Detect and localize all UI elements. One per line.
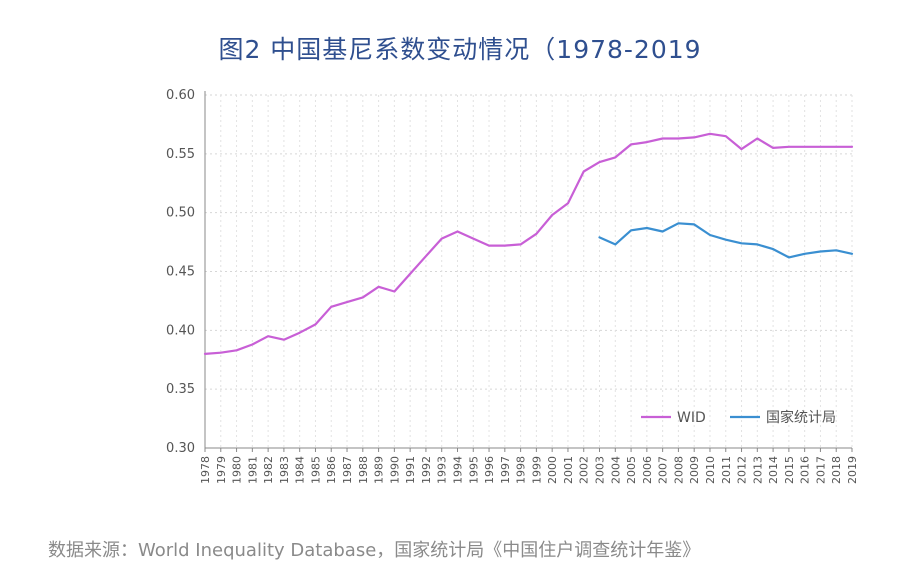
x-tick-label: 1993 bbox=[436, 456, 449, 484]
x-tick-label: 1986 bbox=[325, 456, 338, 484]
x-tick-label: 2003 bbox=[594, 456, 607, 484]
x-tick-label: 1979 bbox=[215, 456, 228, 484]
x-tick-label: 1992 bbox=[420, 456, 433, 484]
x-tick-label: 2005 bbox=[625, 456, 638, 484]
x-tick-label: 2015 bbox=[783, 456, 796, 484]
x-tick-label: 1987 bbox=[341, 456, 354, 484]
x-tick-label: 2011 bbox=[720, 456, 733, 484]
x-tick-label: 2008 bbox=[672, 456, 685, 484]
x-tick-label: 2001 bbox=[562, 456, 575, 484]
y-tick-label: 0.55 bbox=[166, 147, 195, 162]
y-tick-label: 0.60 bbox=[166, 88, 195, 103]
x-tick-label: 2016 bbox=[799, 456, 812, 484]
series-line-1 bbox=[598, 222, 854, 259]
x-tick-label: 1988 bbox=[357, 456, 370, 484]
legend: WID 国家统计局 bbox=[641, 409, 836, 426]
x-tick-label: 1997 bbox=[499, 456, 512, 484]
chart-title: 图2 中国基尼系数变动情况（1978-2019 bbox=[218, 35, 702, 64]
x-tick-label: 1991 bbox=[404, 456, 417, 484]
x-tick-label: 2014 bbox=[767, 456, 780, 484]
x-tick-label: 2012 bbox=[736, 456, 749, 484]
series-lines bbox=[203, 132, 854, 355]
x-tick-label: 2017 bbox=[814, 456, 827, 484]
x-tick-label: 2002 bbox=[578, 456, 591, 484]
y-tick-label: 0.50 bbox=[166, 206, 195, 221]
x-tick-label: 1995 bbox=[467, 456, 480, 484]
x-tick-label: 1999 bbox=[530, 456, 543, 484]
x-tick-label: 1978 bbox=[199, 456, 212, 484]
y-tick-label: 0.45 bbox=[166, 265, 195, 280]
x-tick-label: 1982 bbox=[262, 456, 275, 484]
gridlines bbox=[205, 94, 853, 448]
x-tick-label: 2013 bbox=[751, 456, 764, 484]
legend-label: WID bbox=[677, 410, 706, 426]
x-tick-label: 2006 bbox=[641, 456, 654, 484]
x-tick-label: 2018 bbox=[830, 456, 843, 484]
y-tick-label: 0.35 bbox=[166, 382, 195, 397]
x-tick-label: 2010 bbox=[704, 456, 717, 484]
x-tick-label: 1998 bbox=[515, 456, 528, 484]
x-tick-label: 2019 bbox=[846, 456, 859, 484]
x-tick-label: 1989 bbox=[373, 456, 386, 484]
x-tick-label: 2004 bbox=[609, 456, 622, 484]
source-note: 数据来源：World Inequality Database，国家统计局《中国住… bbox=[48, 540, 701, 561]
axes: 0.30 0.35 0.40 0.45 0.50 0.55 0.60 1978 1979 1980… bbox=[166, 88, 859, 484]
x-tick-label: 1981 bbox=[246, 456, 259, 484]
x-tick-label: 1990 bbox=[388, 456, 401, 484]
x-tick-label: 1996 bbox=[483, 456, 496, 484]
x-tick-label: 2009 bbox=[688, 456, 701, 484]
x-tick-label: 1985 bbox=[309, 456, 322, 484]
x-tick-label: 1983 bbox=[278, 456, 291, 484]
x-tick-label: 1994 bbox=[451, 456, 464, 484]
y-tick-label: 0.30 bbox=[166, 441, 195, 456]
series-line-0 bbox=[203, 132, 854, 355]
legend-label: 国家统计局 bbox=[766, 409, 836, 426]
x-tick-label: 2000 bbox=[546, 456, 559, 484]
x-tick-label: 1980 bbox=[231, 456, 244, 484]
y-tick-label: 0.40 bbox=[166, 323, 195, 338]
x-tick-label: 1984 bbox=[294, 456, 307, 484]
x-tick-label: 2007 bbox=[657, 456, 670, 484]
